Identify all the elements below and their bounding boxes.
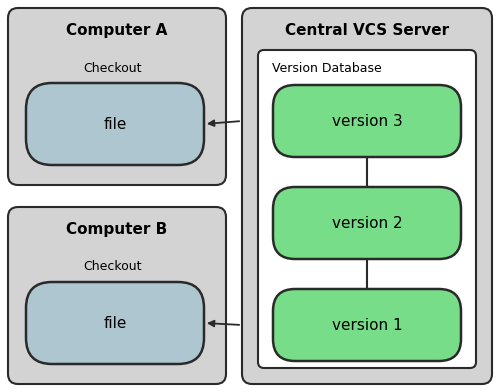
Text: Central VCS Server: Central VCS Server	[285, 22, 449, 38]
Text: version 2: version 2	[332, 216, 402, 230]
FancyBboxPatch shape	[258, 50, 476, 368]
Text: file: file	[104, 116, 126, 131]
Text: version 1: version 1	[332, 318, 402, 332]
Text: Checkout: Checkout	[83, 261, 142, 274]
FancyBboxPatch shape	[26, 282, 204, 364]
FancyBboxPatch shape	[8, 8, 226, 185]
Text: version 3: version 3	[332, 114, 402, 129]
FancyBboxPatch shape	[273, 187, 461, 259]
Text: file: file	[104, 316, 126, 330]
Text: Version Database: Version Database	[272, 62, 382, 74]
Text: Computer A: Computer A	[66, 22, 168, 38]
Text: Checkout: Checkout	[83, 62, 142, 74]
FancyBboxPatch shape	[8, 207, 226, 384]
FancyBboxPatch shape	[273, 85, 461, 157]
FancyBboxPatch shape	[273, 289, 461, 361]
Text: Computer B: Computer B	[66, 221, 168, 236]
FancyBboxPatch shape	[26, 83, 204, 165]
FancyBboxPatch shape	[242, 8, 492, 384]
